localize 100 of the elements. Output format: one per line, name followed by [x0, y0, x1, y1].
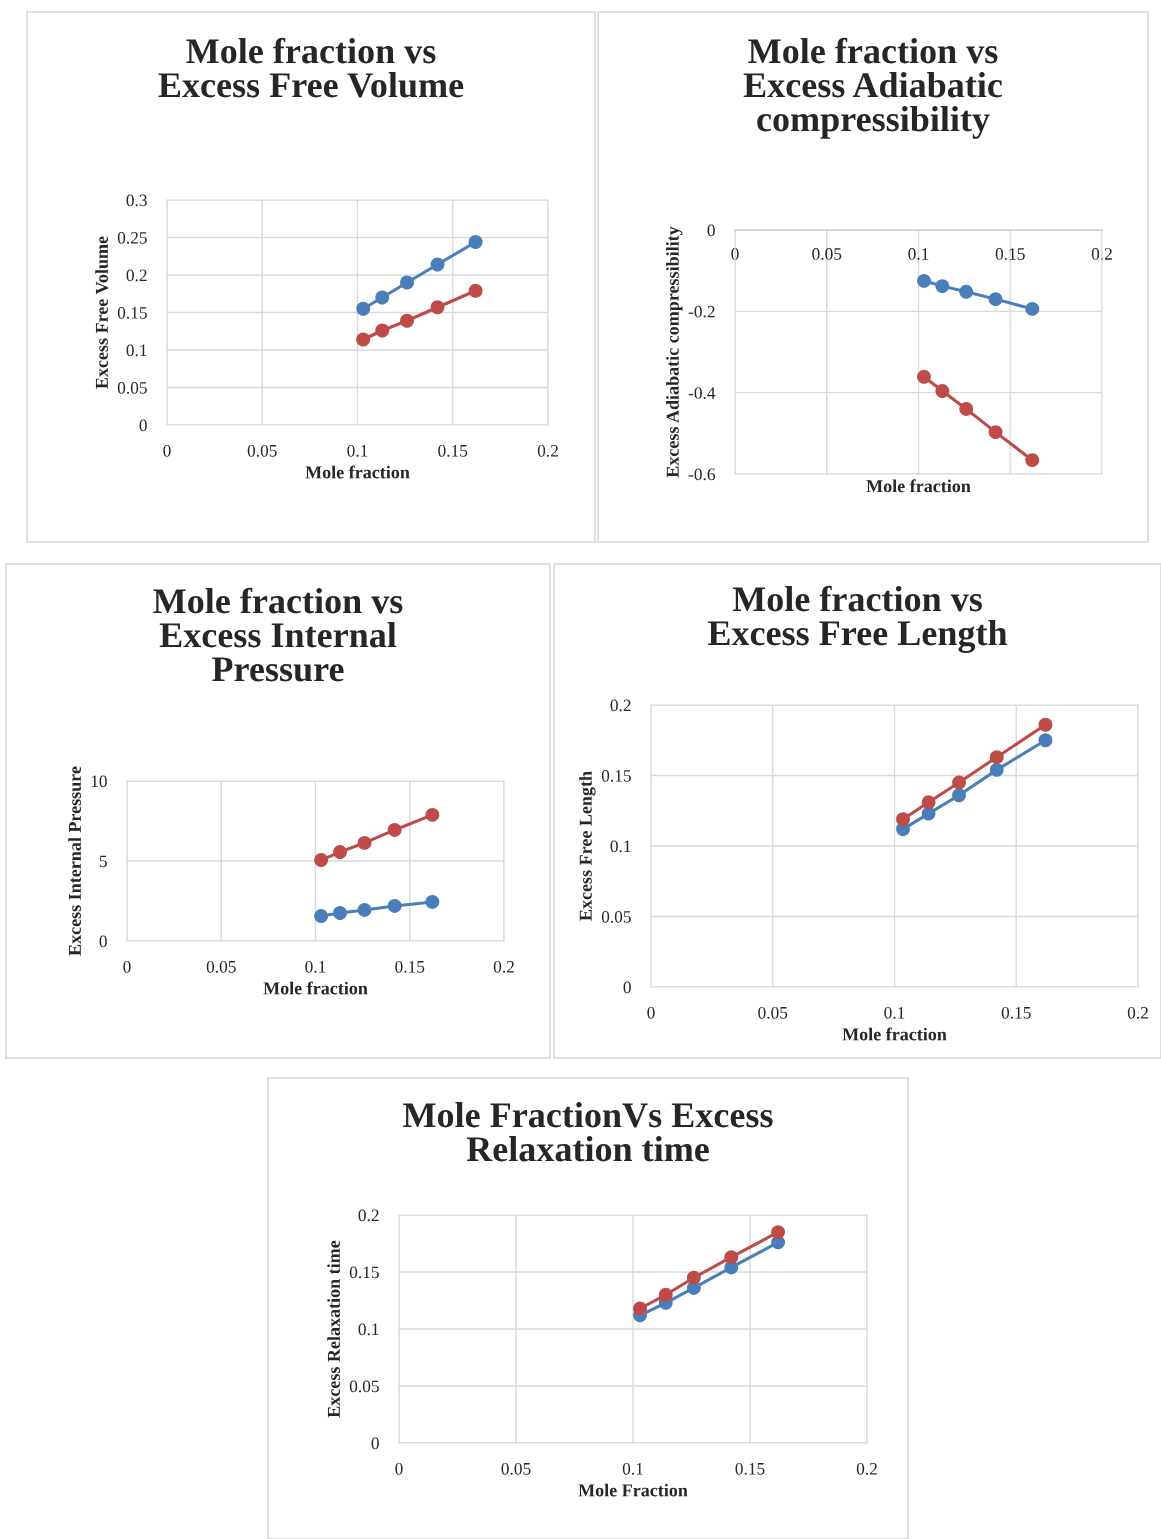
y-axis-title: Excess Free Volume [95, 236, 109, 389]
point [333, 845, 347, 859]
point [988, 425, 1003, 440]
point [988, 292, 1003, 307]
x-tick-label: 0.15 [995, 248, 1025, 260]
point [917, 369, 931, 384]
point [387, 899, 402, 913]
y-tick-label: -0.4 [688, 387, 716, 399]
x-tick-label: 0.05 [206, 960, 236, 973]
point [959, 284, 974, 299]
y-tick-label: 0 [139, 419, 147, 432]
chart-title: Mole fraction vs Excess Free Length [707, 585, 1008, 654]
point [333, 906, 347, 920]
x-tick-label: 0.1 [622, 1462, 643, 1475]
point [375, 290, 390, 305]
x-tick-label: 0.2 [493, 960, 514, 973]
y-tick-label: 0.15 [117, 306, 147, 319]
point [952, 775, 966, 790]
y-tick-label: 0.1 [126, 344, 147, 357]
x-tick-label: 0.15 [1001, 1006, 1031, 1019]
point [686, 1270, 701, 1285]
x-axis-title: Mole fraction [305, 465, 410, 479]
point [921, 795, 936, 810]
x-tick-label: 0 [731, 248, 739, 260]
x-tick-label: 0.05 [247, 444, 277, 457]
y-tick-label: 0.15 [349, 1266, 379, 1279]
x-tick-label: 0.15 [395, 960, 425, 973]
y-tick-label: 0.1 [358, 1323, 379, 1336]
y-tick-label: 0.3 [126, 194, 147, 207]
y-tick-label: 0.15 [601, 769, 631, 782]
x-axis-title: Mole Fraction [578, 1483, 688, 1497]
x-tick-label: 0.1 [908, 248, 929, 260]
point [375, 323, 390, 338]
point [357, 903, 372, 917]
x-tick-label: 0 [163, 444, 171, 457]
x-tick-label: 0.05 [812, 248, 842, 260]
x-tick-label: 0.1 [305, 960, 326, 973]
x-tick-label: 0.2 [856, 1462, 877, 1475]
y-tick-label: 0.05 [601, 910, 631, 923]
y-tick-label: 0 [99, 935, 107, 948]
chart-title: Mole fraction vs Excess Free Volume [158, 37, 464, 98]
x-axis-title: Mole fraction [866, 479, 971, 493]
point [1038, 733, 1053, 748]
y-tick-label: 0.25 [117, 231, 147, 244]
x-tick-label: 0.15 [438, 444, 468, 457]
y-tick-label: 0.2 [126, 269, 147, 282]
y-tick-label: 0 [707, 224, 715, 237]
x-tick-label: 0 [647, 1006, 655, 1019]
y-tick-label: 10 [91, 775, 107, 788]
point [1038, 717, 1053, 732]
point [952, 788, 966, 803]
chart-title: Mole fraction vs Excess Internal Pressure [153, 587, 403, 682]
point [724, 1250, 739, 1265]
x-axis-title: Mole fraction [263, 981, 368, 995]
point [430, 257, 445, 272]
chart-title: Mole FractionVs Excess Relaxation time [403, 1102, 773, 1162]
x-tick-label: 0.15 [735, 1462, 765, 1475]
y-axis-title: Excess Free Length [579, 771, 596, 921]
y-axis-title: Excess Adiabatic compressibility [666, 226, 683, 478]
y-tick-label: -0.6 [688, 468, 716, 481]
point [425, 807, 440, 822]
point [896, 812, 910, 827]
point [658, 1287, 673, 1302]
y-tick-label: 5 [99, 855, 107, 868]
point [468, 235, 483, 249]
point [387, 823, 402, 837]
chart-title: Mole fraction vs Excess Adiabatic compressibility [743, 37, 1003, 139]
point [1025, 301, 1040, 316]
y-tick-label: 0 [371, 1437, 379, 1450]
y-tick-label: 0.2 [610, 699, 631, 712]
x-tick-label: 0.2 [1091, 248, 1112, 260]
point [468, 283, 483, 298]
x-axis-title: Mole fraction [842, 1027, 947, 1041]
point [356, 301, 371, 316]
point [400, 313, 414, 328]
x-tick-label: 0.1 [884, 1006, 905, 1019]
y-tick-label: -0.2 [688, 305, 715, 318]
point [314, 853, 329, 867]
y-tick-label: 0 [623, 981, 631, 994]
y-axis-title: Excess Relaxation time [327, 1240, 340, 1418]
point [1025, 453, 1040, 468]
point [425, 895, 440, 909]
point [959, 401, 974, 416]
y-tick-label: 0.1 [610, 840, 631, 853]
point [430, 300, 445, 315]
point [989, 750, 1004, 765]
point [356, 332, 371, 347]
y-tick-label: 0.05 [349, 1380, 379, 1393]
y-axis-title: Excess Internal Pressure [68, 766, 82, 956]
point [357, 835, 372, 850]
y-tick-label: 0.2 [358, 1209, 379, 1222]
point [935, 384, 950, 398]
point [917, 273, 931, 288]
x-tick-label: 0.2 [1127, 1006, 1148, 1019]
point [633, 1301, 647, 1316]
x-tick-label: 0 [395, 1462, 403, 1475]
x-tick-label: 0.05 [758, 1006, 788, 1019]
point [314, 909, 329, 923]
point [771, 1225, 786, 1240]
point [400, 275, 414, 290]
